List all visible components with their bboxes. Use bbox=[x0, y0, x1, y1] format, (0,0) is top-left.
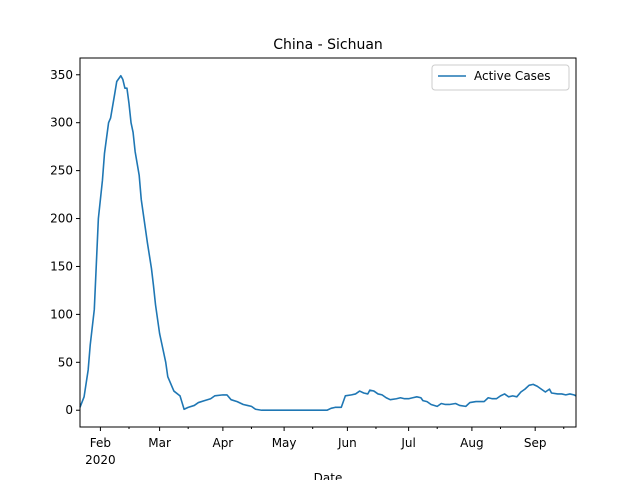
legend-box bbox=[431, 64, 570, 91]
y-axis-ticks: 0 50 100 150 200 250 300 350 bbox=[50, 68, 80, 417]
y-tick-label: 300 bbox=[50, 116, 73, 130]
x-tick-label: Feb bbox=[90, 436, 111, 450]
y-tick-label: 200 bbox=[50, 212, 73, 226]
x-tick-label: Apr bbox=[212, 436, 233, 450]
x-tick-label: May bbox=[272, 436, 297, 450]
x-tick-sublabel: 2020 bbox=[85, 453, 116, 467]
y-tick-label: 50 bbox=[58, 355, 73, 369]
series-line-active-cases bbox=[79, 74, 577, 412]
y-tick-label: 250 bbox=[50, 164, 73, 178]
y-tick-label: 350 bbox=[50, 68, 73, 82]
x-axis-label: Date bbox=[314, 471, 343, 480]
x-tick-label: Jun bbox=[337, 436, 357, 450]
y-tick-label: 150 bbox=[50, 259, 73, 273]
x-tick-label: Mar bbox=[148, 436, 171, 450]
x-tick-label: Jul bbox=[400, 436, 415, 450]
legend-entry-active-cases: Active Cases bbox=[474, 69, 551, 83]
chart-title: China - Sichuan bbox=[273, 37, 383, 53]
legend: Active Cases bbox=[431, 64, 570, 91]
x-tick-label: Aug bbox=[460, 436, 483, 450]
x-axis-ticks: Feb 2020 Mar Apr May Jun Jul Aug Sep bbox=[85, 427, 565, 467]
y-tick-label: 100 bbox=[50, 307, 73, 321]
plot-frame bbox=[79, 57, 577, 428]
x-tick-label: Sep bbox=[524, 436, 547, 450]
y-tick-label: 0 bbox=[65, 403, 73, 417]
